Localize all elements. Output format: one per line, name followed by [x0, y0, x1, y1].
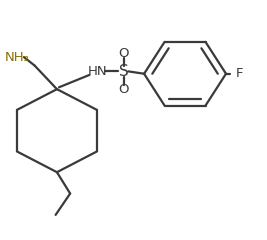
- Text: S: S: [119, 64, 128, 79]
- Text: F: F: [236, 67, 243, 80]
- Text: HN: HN: [88, 65, 108, 78]
- Text: O: O: [118, 47, 129, 60]
- Text: O: O: [118, 83, 129, 96]
- Text: NH₂: NH₂: [5, 51, 30, 64]
